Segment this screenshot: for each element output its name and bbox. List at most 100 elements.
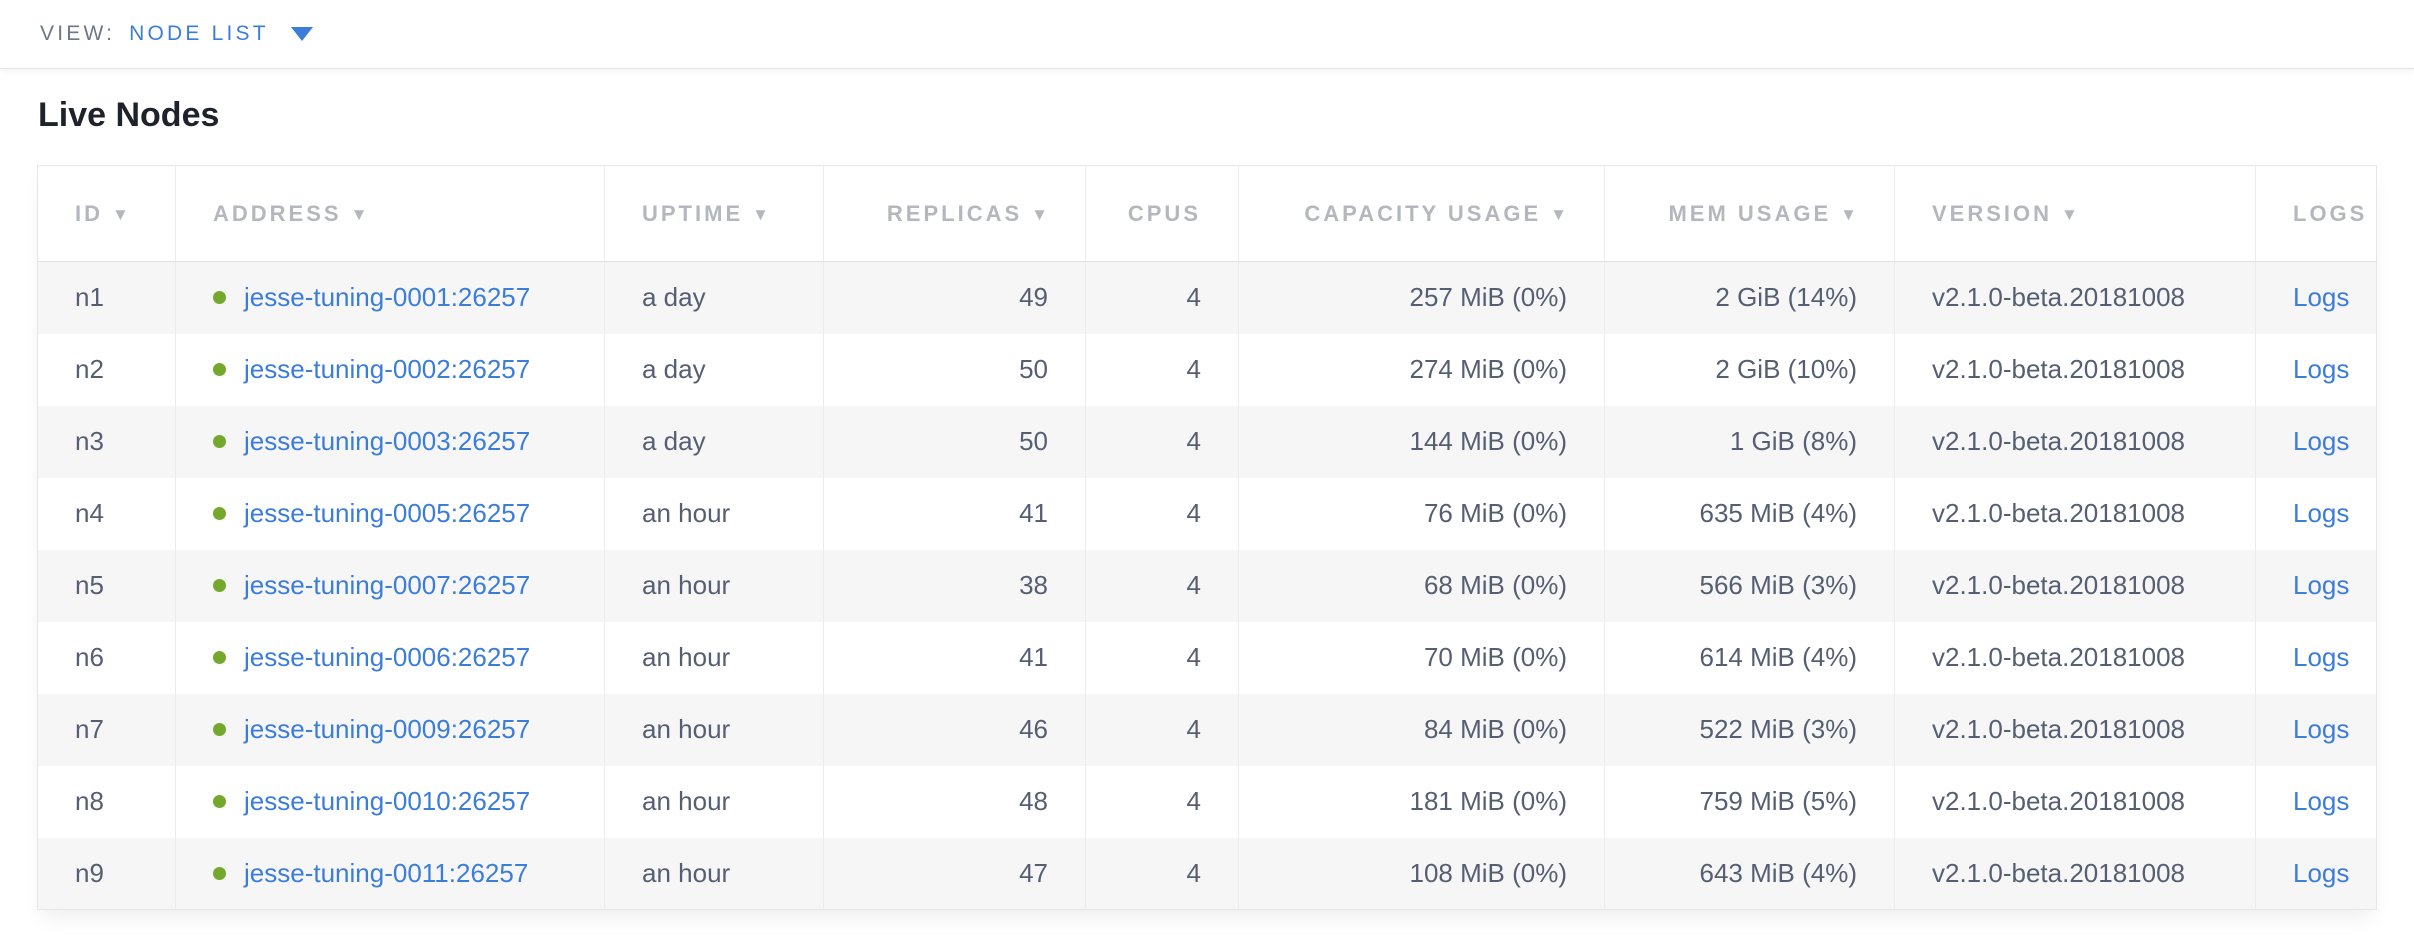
node-mem-cell: 2 GiB (10%) xyxy=(1604,333,1895,406)
node-replicas-cell: 47 xyxy=(823,837,1086,910)
node-cpus-cell: 4 xyxy=(1085,837,1239,910)
view-dropdown[interactable]: NODE LIST xyxy=(129,22,313,46)
node-address-cell: jesse-tuning-0006:26257 xyxy=(175,621,605,694)
column-header-label: LOGS xyxy=(2293,200,2368,226)
node-address-cell: jesse-tuning-0002:26257 xyxy=(175,333,605,406)
node-logs-cell: Logs xyxy=(2255,693,2377,766)
node-capacity-cell: 76 MiB (0%) xyxy=(1238,477,1605,550)
node-capacity-cell: 181 MiB (0%) xyxy=(1238,765,1605,838)
column-header-label: VERSION xyxy=(1932,200,2053,226)
node-capacity-cell: 274 MiB (0%) xyxy=(1238,333,1605,406)
node-status-healthy-icon xyxy=(213,651,226,664)
column-header-mem[interactable]: MEM USAGE ▼ xyxy=(1604,165,1895,262)
node-version-cell: v2.1.0-beta.20181008 xyxy=(1894,261,2256,334)
node-status-healthy-icon xyxy=(213,363,226,376)
table-row: n3 jesse-tuning-0003:26257 a day 50 4 144 MiB… xyxy=(37,405,2377,478)
node-replicas-cell: 46 xyxy=(823,693,1086,766)
node-logs-link[interactable]: Logs xyxy=(2293,786,2350,816)
node-version-cell: v2.1.0-beta.20181008 xyxy=(1894,837,2256,910)
node-logs-link[interactable]: Logs xyxy=(2293,498,2350,528)
column-header-address[interactable]: ADDRESS ▼ xyxy=(175,165,605,262)
node-status-healthy-icon xyxy=(213,507,226,520)
node-id-cell: n2 xyxy=(75,354,104,384)
node-replicas-cell: 48 xyxy=(823,765,1086,838)
column-header-uptime[interactable]: UPTIME ▼ xyxy=(604,165,824,262)
column-header-label: MEM USAGE xyxy=(1668,200,1832,226)
node-address-cell: jesse-tuning-0005:26257 xyxy=(175,477,605,550)
node-uptime-cell: an hour xyxy=(604,621,824,694)
table-header-row: ID ▼ ADDRESS ▼ UPTIME ▼ REPLICAS ▼ CPUS CAPACITY … xyxy=(37,165,2377,262)
node-mem-cell: 759 MiB (5%) xyxy=(1604,765,1895,838)
node-address-link[interactable]: jesse-tuning-0011:26257 xyxy=(244,857,529,888)
node-mem-cell: 2 GiB (14%) xyxy=(1604,261,1895,334)
node-status-healthy-icon xyxy=(213,435,226,448)
live-nodes-table: ID ▼ ADDRESS ▼ UPTIME ▼ REPLICAS ▼ CPUS CAPACITY … xyxy=(37,165,2377,910)
node-capacity-cell: 68 MiB (0%) xyxy=(1238,549,1605,622)
sort-descending-icon: ▼ xyxy=(2061,204,2078,224)
sort-descending-icon: ▼ xyxy=(112,204,129,224)
node-status-healthy-icon xyxy=(213,579,226,592)
column-header-label: ID xyxy=(75,200,103,226)
node-uptime-cell: an hour xyxy=(604,693,824,766)
sort-descending-icon: ▼ xyxy=(1031,204,1048,224)
node-replicas-cell: 50 xyxy=(823,405,1086,478)
node-address-link[interactable]: jesse-tuning-0010:26257 xyxy=(244,786,531,816)
node-cpus-cell: 4 xyxy=(1085,765,1239,838)
node-version-cell: v2.1.0-beta.20181008 xyxy=(1894,333,2256,406)
table-row: n5 jesse-tuning-0007:26257 an hour 38 4 68 Mi… xyxy=(37,549,2377,622)
node-id-cell: n1 xyxy=(75,282,104,313)
view-selector-bar: VIEW: NODE LIST xyxy=(0,0,2414,69)
node-mem-cell: 643 MiB (4%) xyxy=(1604,837,1895,910)
node-address-cell: jesse-tuning-0001:26257 xyxy=(175,261,605,334)
node-capacity-cell: 108 MiB (0%) xyxy=(1238,837,1605,910)
node-logs-cell: Logs xyxy=(2255,333,2377,406)
node-logs-link[interactable]: Logs xyxy=(2293,857,2350,888)
node-uptime-cell: an hour xyxy=(604,837,824,910)
column-header-label: CAPACITY USAGE xyxy=(1304,200,1542,226)
node-address-link[interactable]: jesse-tuning-0006:26257 xyxy=(244,642,531,672)
node-version-cell: v2.1.0-beta.20181008 xyxy=(1894,765,2256,838)
node-id-cell: n3 xyxy=(75,426,104,456)
node-cpus-cell: 4 xyxy=(1085,549,1239,622)
node-address-link[interactable]: jesse-tuning-0002:26257 xyxy=(244,354,531,384)
node-cpus-cell: 4 xyxy=(1085,621,1239,694)
node-logs-link[interactable]: Logs xyxy=(2293,570,2350,600)
node-status-healthy-icon xyxy=(213,866,226,880)
node-address-cell: jesse-tuning-0003:26257 xyxy=(175,405,605,478)
node-logs-link[interactable]: Logs xyxy=(2293,426,2350,456)
sort-descending-icon: ▼ xyxy=(1840,204,1857,224)
sort-descending-icon: ▼ xyxy=(350,204,368,224)
node-version-cell: v2.1.0-beta.20181008 xyxy=(1894,405,2256,478)
node-address-link[interactable]: jesse-tuning-0003:26257 xyxy=(244,426,531,456)
node-logs-cell: Logs xyxy=(2255,549,2377,622)
node-address-link[interactable]: jesse-tuning-0001:26257 xyxy=(244,282,531,313)
column-header-id[interactable]: ID ▼ xyxy=(37,165,176,262)
node-logs-cell: Logs xyxy=(2255,765,2377,838)
node-mem-cell: 566 MiB (3%) xyxy=(1604,549,1895,622)
node-address-link[interactable]: jesse-tuning-0005:26257 xyxy=(244,498,531,528)
node-id-cell: n8 xyxy=(75,786,104,816)
node-mem-cell: 1 GiB (8%) xyxy=(1604,405,1895,478)
node-status-healthy-icon xyxy=(213,795,226,808)
node-cpus-cell: 4 xyxy=(1085,693,1239,766)
table-row: n8 jesse-tuning-0010:26257 an hour 48 4 181 M… xyxy=(37,765,2377,838)
node-address-link[interactable]: jesse-tuning-0009:26257 xyxy=(244,714,531,744)
node-version-cell: v2.1.0-beta.20181008 xyxy=(1894,693,2256,766)
node-logs-link[interactable]: Logs xyxy=(2293,282,2350,313)
node-logs-link[interactable]: Logs xyxy=(2293,714,2350,744)
view-label: VIEW: xyxy=(40,22,116,45)
column-header-version[interactable]: VERSION ▼ xyxy=(1894,165,2256,262)
node-logs-cell: Logs xyxy=(2255,261,2377,334)
caret-down-icon xyxy=(290,27,313,41)
node-logs-link[interactable]: Logs xyxy=(2293,354,2350,384)
sort-descending-icon: ▼ xyxy=(1550,204,1567,224)
sort-descending-icon: ▼ xyxy=(752,204,769,224)
node-address-link[interactable]: jesse-tuning-0007:26257 xyxy=(244,570,531,600)
column-header-replicas[interactable]: REPLICAS ▼ xyxy=(823,165,1086,262)
column-header-capacity[interactable]: CAPACITY USAGE ▼ xyxy=(1238,165,1605,262)
node-capacity-cell: 144 MiB (0%) xyxy=(1238,405,1605,478)
node-logs-link[interactable]: Logs xyxy=(2293,642,2350,672)
node-version-cell: v2.1.0-beta.20181008 xyxy=(1894,477,2256,550)
table-header: ID ▼ ADDRESS ▼ UPTIME ▼ REPLICAS ▼ CPUS CAPACITY … xyxy=(37,165,2377,262)
node-id-cell: n7 xyxy=(75,714,104,744)
